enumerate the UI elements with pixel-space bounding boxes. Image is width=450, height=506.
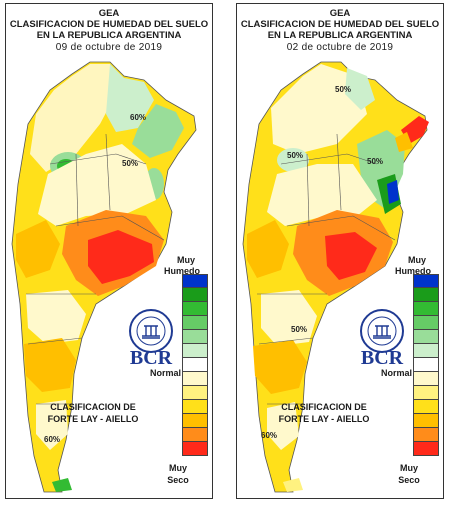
contour-labels: 60% 50% 60% xyxy=(44,113,146,444)
contour-label: 50% xyxy=(335,85,351,94)
legend-swatch xyxy=(182,344,208,358)
legend-swatch xyxy=(413,386,439,400)
region-tucuman-green xyxy=(277,148,309,172)
legend-swatch xyxy=(182,358,208,372)
legend-swatch xyxy=(413,372,439,386)
legend-swatch xyxy=(413,358,439,372)
legend-label-normal: Normal xyxy=(149,368,181,378)
bcr-seal-icon xyxy=(360,309,404,353)
region-northeast-green xyxy=(345,68,375,110)
legend-swatch xyxy=(413,316,439,330)
region-northwest-pale xyxy=(30,64,116,172)
contour-labels: 50% 50% 50% 50% 60% xyxy=(261,85,383,440)
map-title-line1: CLASIFICACION DE HUMEDAD DEL SUELO xyxy=(9,19,209,30)
region-north-green xyxy=(106,64,154,132)
legend-swatch xyxy=(182,316,208,330)
legend-swatch xyxy=(413,330,439,344)
contour-label: 50% xyxy=(367,157,383,166)
region-buenos-aires-red xyxy=(325,232,377,280)
region-north-pale xyxy=(271,64,367,154)
bcr-logo: BCR xyxy=(129,347,173,369)
region-tierra-fuego xyxy=(283,478,303,492)
org-name: GEA xyxy=(98,8,120,19)
legend-swatch xyxy=(413,428,439,442)
province-borders xyxy=(26,133,165,405)
bcr-logo: BCR xyxy=(360,347,404,369)
region-misiones-orange xyxy=(395,132,413,152)
classification-line1: CLASIFICACION DE xyxy=(281,402,367,412)
region-entre-rios-blue xyxy=(387,180,399,204)
region-west-orange xyxy=(16,220,60,278)
legend-swatch xyxy=(413,344,439,358)
map-panel-right: 50% 50% 50% 50% 60% GEA CLASIFICACION DE… xyxy=(236,3,444,499)
color-legend xyxy=(413,274,439,456)
legend-swatch xyxy=(182,400,208,414)
legend-swatch xyxy=(182,414,208,428)
org-name: GEA xyxy=(329,8,351,19)
legend-label-muy-seco-2: Seco xyxy=(167,475,189,485)
argentina-map: 60% 50% 60% xyxy=(11,61,197,493)
legend-label-muy-humedo-2: Humedo xyxy=(395,266,431,276)
region-buenos-aires-red xyxy=(88,230,154,284)
region-center-pale xyxy=(38,144,156,226)
legend-swatch xyxy=(413,442,439,456)
legend-swatch xyxy=(182,372,208,386)
region-tierra-fuego xyxy=(52,478,72,492)
map-title-line2: EN LA REPUBLICA ARGENTINA xyxy=(267,30,413,41)
legend-label-muy-seco-1: Muy xyxy=(169,463,187,473)
legend-label-muy-seco-2: Seco xyxy=(398,475,420,485)
legend-label-muy-humedo-1: Muy xyxy=(177,255,195,265)
contour-label: 60% xyxy=(261,431,277,440)
legend-swatch xyxy=(182,428,208,442)
legend-swatch xyxy=(182,302,208,316)
map-panel-left: 60% 50% 60% GEA CLASIFICACION DE HUMEDAD… xyxy=(5,3,213,499)
legend-swatch xyxy=(182,274,208,288)
contour-label: 50% xyxy=(287,151,303,160)
region-south-pale xyxy=(36,400,68,450)
region-south-orange xyxy=(24,338,76,392)
legend-swatch xyxy=(182,442,208,456)
province-borders xyxy=(257,133,396,405)
map-date: 09 de octubre de 2019 xyxy=(55,42,163,53)
legend-label-normal: Normal xyxy=(380,368,412,378)
region-south-pale xyxy=(267,402,299,450)
bcr-seal-icon xyxy=(129,309,173,353)
map-title-line1: CLASIFICACION DE HUMEDAD DEL SUELO xyxy=(240,19,440,30)
classification-line1: CLASIFICACION DE xyxy=(50,402,136,412)
region-northeast-green xyxy=(132,104,184,158)
legend-swatch xyxy=(182,386,208,400)
legend-label-muy-seco-1: Muy xyxy=(400,463,418,473)
legend-swatch xyxy=(413,400,439,414)
map-title-line2: EN LA REPUBLICA ARGENTINA xyxy=(36,30,182,41)
color-legend xyxy=(182,274,208,456)
region-west-orange xyxy=(247,220,289,278)
legend-label-muy-humedo-2: Humedo xyxy=(164,266,200,276)
contour-label: 60% xyxy=(130,113,146,122)
legend-swatch xyxy=(413,274,439,288)
legend-swatch xyxy=(413,414,439,428)
contour-label: 50% xyxy=(291,325,307,334)
region-south-orange xyxy=(253,340,307,394)
region-patagonia-pale xyxy=(26,290,86,344)
contour-label: 50% xyxy=(122,159,138,168)
legend-swatch xyxy=(182,330,208,344)
legend-label-muy-humedo-1: Muy xyxy=(408,255,426,265)
region-patagonia-pale xyxy=(261,290,317,346)
legend-swatch xyxy=(413,288,439,302)
legend-swatch xyxy=(413,302,439,316)
classification-line2: FORTE LAY - AIELLO xyxy=(47,414,139,424)
legend-swatch xyxy=(182,288,208,302)
argentina-map: 50% 50% 50% 50% 60% xyxy=(242,61,429,493)
region-center-pale xyxy=(267,164,377,226)
map-date: 02 de octubre de 2019 xyxy=(286,42,394,53)
classification-line2: FORTE LAY - AIELLO xyxy=(278,414,370,424)
contour-label: 60% xyxy=(44,435,60,444)
